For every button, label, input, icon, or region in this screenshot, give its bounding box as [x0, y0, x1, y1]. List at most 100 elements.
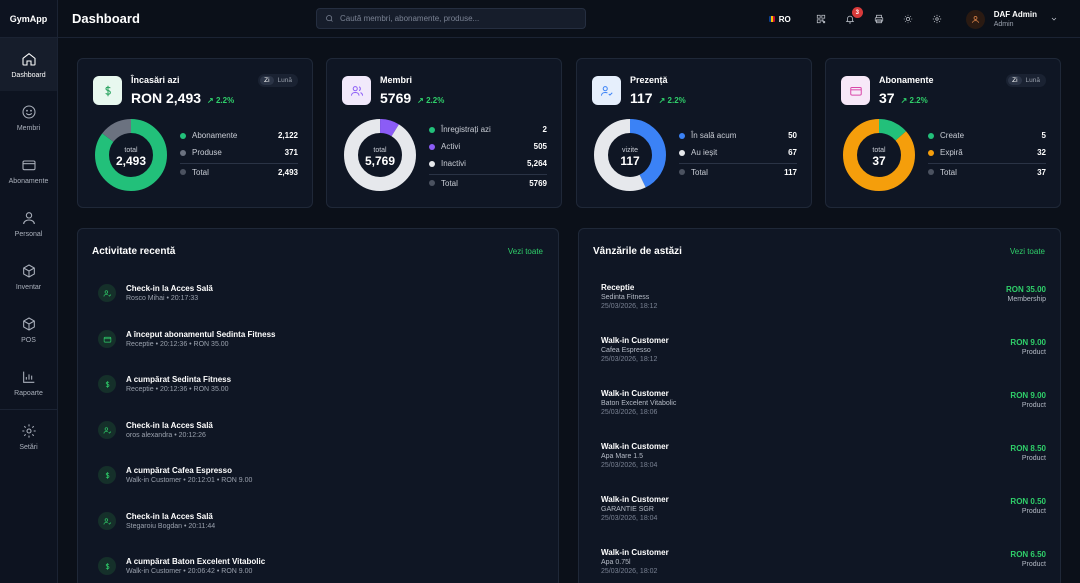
activity-item[interactable]: A cumpărat Cafea Espresso Walk-in Custome…	[98, 460, 252, 490]
language-selector[interactable]: RO	[768, 14, 791, 24]
legend-row: Activi 505	[429, 138, 547, 155]
activity-icon	[98, 466, 116, 484]
sidebar-item-abonamente[interactable]: Abonamente	[0, 144, 57, 197]
card-attendance-icon-box	[592, 76, 621, 105]
sale-customer: Walk-in Customer	[601, 548, 669, 557]
legend-total-row: Total 5769	[429, 174, 547, 191]
legend: Create 5 Expiră 32 Total 37	[928, 127, 1046, 180]
user-menu[interactable]: DAF Admin Admin	[965, 9, 1058, 29]
legend-label: În sală acum	[691, 131, 737, 140]
sale-right: RON 9.00 Product	[1010, 390, 1046, 410]
sidebar-item-rapoarte[interactable]: Rapoarte	[0, 356, 57, 409]
legend-label: Abonamente	[192, 131, 238, 140]
sale-item[interactable]: Walk-in Customer Apa 0.75l 25/03/2026, 1…	[601, 547, 1046, 583]
legend-value: 117	[784, 167, 797, 177]
legend-dot	[679, 149, 685, 156]
card-icon	[21, 159, 36, 170]
sidebar-item-personal[interactable]: Personal	[0, 197, 57, 250]
legend-value: 37	[1037, 167, 1046, 177]
legend-row: Au ieșit 67	[679, 144, 797, 161]
trend-badge: ↗ 2.2%	[900, 96, 928, 105]
sale-item[interactable]: Walk-in Customer Cafea Espresso 25/03/20…	[601, 335, 1046, 371]
notifications-button[interactable]: 3	[836, 7, 865, 24]
legend-value: 371	[284, 148, 298, 157]
gear-icon	[933, 14, 942, 24]
print-button[interactable]	[865, 14, 894, 24]
sale-product: Sedinta Fitness	[601, 294, 650, 301]
view-all-sales-link[interactable]: Vezi toate	[1009, 247, 1045, 256]
view-all-activity-link[interactable]: Vezi toate	[507, 247, 543, 256]
legend-row: Create 5	[928, 127, 1046, 144]
legend-dot	[180, 169, 186, 175]
legend-total-row: Total 2,493	[180, 163, 298, 180]
activity-subtitle: Walk-in Customer • 20:12:01 • RON 9.00	[126, 476, 253, 484]
sidebar-item-label: Rapoarte	[14, 389, 43, 397]
activity-item[interactable]: A cumpărat Sedinta Fitness Receptie • 20:…	[98, 369, 231, 399]
sidebar-item-setari[interactable]: Setări	[0, 410, 57, 463]
sale-item[interactable]: Walk-in Customer Apa Mare 1.5 25/03/2026…	[601, 441, 1046, 477]
legend-row: Înregistrați azi 2	[429, 121, 547, 138]
qr-button[interactable]	[807, 14, 836, 24]
sidebar-item-dashboard[interactable]: Dashboard	[0, 38, 57, 91]
donut-center-value: 117	[620, 154, 640, 168]
sidebar-divider	[0, 409, 57, 410]
sale-amount: RON 0.50	[1010, 497, 1046, 506]
period-toggle: Zi Lună	[258, 74, 298, 87]
legend-dot	[679, 132, 685, 139]
notification-badge: 3	[851, 7, 863, 18]
card-value-number: 5769	[380, 90, 412, 106]
search-box[interactable]	[316, 8, 586, 29]
activity-subtitle: Receptie • 20:12:36 • RON 35.00	[126, 385, 229, 393]
card-title: Prezență	[630, 75, 668, 85]
activity-item[interactable]: A cumpărat Baton Excelent Vitabolic Walk-…	[98, 551, 265, 581]
toggle-month[interactable]: Lună	[1025, 77, 1040, 84]
card-value: RON 2,493 ↗ 2.2%	[131, 90, 234, 106]
sale-date: 25/03/2026, 18:06	[601, 409, 658, 416]
legend-dot	[928, 132, 934, 139]
legend-dot	[429, 160, 435, 167]
user-check-icon	[103, 289, 111, 297]
language-label: RO	[778, 14, 791, 24]
sidebar-item-pos[interactable]: POS	[0, 303, 57, 356]
theme-toggle-button[interactable]	[894, 14, 923, 24]
avatar	[965, 9, 985, 29]
page-title: Dashboard	[72, 11, 140, 26]
legend-dot	[180, 132, 186, 139]
donut-center-value: 37	[872, 154, 886, 168]
dollar-icon	[105, 471, 109, 479]
qr-icon	[817, 14, 826, 24]
legend-row: Inactivi 5,264	[429, 155, 547, 172]
legend-dot	[429, 126, 435, 133]
card-value-number: 117	[630, 90, 653, 106]
sale-right: RON 9.00 Product	[1010, 337, 1046, 357]
search-input[interactable]	[340, 14, 580, 23]
smile-icon	[21, 104, 36, 119]
legend-value: 2,493	[277, 167, 298, 177]
activity-item[interactable]: Check-in la Acces Sală oros alexandra • 2…	[98, 415, 213, 445]
toggle-month[interactable]: Lună	[277, 77, 292, 84]
sidebar-item-label: Setări	[19, 443, 38, 451]
legend-value: 2,122	[277, 131, 298, 140]
legend-label: Au ieșit	[691, 148, 718, 157]
card-icon	[849, 86, 862, 96]
legend-row: Expiră 32	[928, 144, 1046, 161]
sidebar-item-label: Personal	[14, 230, 43, 238]
activity-item[interactable]: Check-in la Acces Sală Stegaroiu Bogdan •…	[98, 506, 215, 536]
sale-item[interactable]: Receptie Sedinta Fitness 25/03/2026, 18:…	[601, 282, 1046, 318]
sale-item[interactable]: Walk-in Customer GARANTIE SGR 25/03/2026…	[601, 494, 1046, 530]
sale-date: 25/03/2026, 18:04	[601, 462, 658, 469]
activity-item[interactable]: Check-in la Acces Sală Rosco Mihai • 20:1…	[98, 278, 213, 308]
toggle-day[interactable]: Zi	[260, 76, 274, 85]
sidebar-item-inventar[interactable]: Inventar	[0, 250, 57, 303]
legend-dot	[180, 149, 186, 156]
activity-item[interactable]: A început abonamentul Sedinta Fitness Rec…	[98, 324, 276, 354]
toggle-day[interactable]: Zi	[1008, 76, 1022, 85]
settings-button[interactable]	[923, 14, 952, 24]
trend-badge: ↗ 2.2%	[207, 96, 235, 105]
topbar-actions: RO 3 DAF Admin Admin	[768, 0, 1080, 38]
sale-item[interactable]: Walk-in Customer Baton Excelent Vitaboli…	[601, 388, 1046, 424]
activity-title: A cumpărat Baton Excelent Vitabolic	[126, 556, 266, 566]
todays-sales-panel: Vânzările de astăzi Vezi toate Receptie …	[578, 228, 1061, 583]
sidebar-item-membri[interactable]: Membri	[0, 91, 57, 144]
legend-dot	[679, 169, 685, 175]
